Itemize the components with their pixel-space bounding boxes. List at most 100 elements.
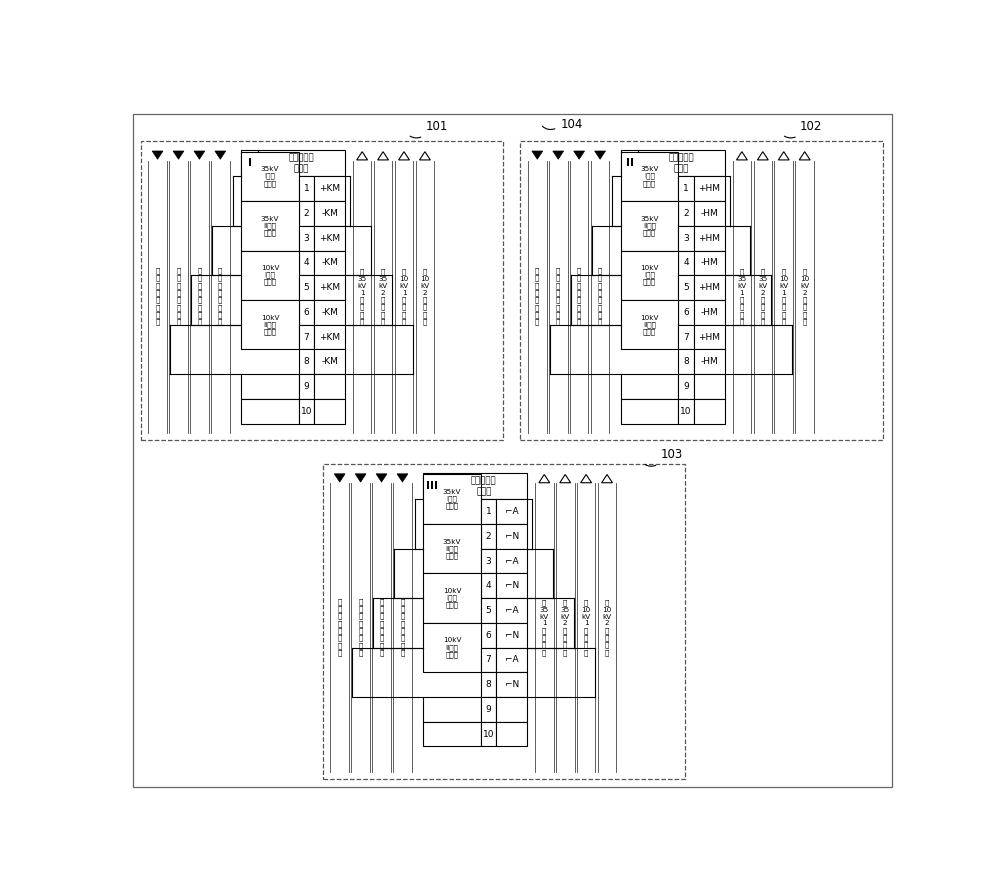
Bar (423, 475, 481, 524)
Bar (496, 599, 527, 623)
Text: 102: 102 (800, 120, 822, 133)
Text: 至
新
交
直
流
馈
线
柜: 至 新 交 直 流 馈 线 柜 (176, 268, 181, 326)
Text: 至
新
交
直
流
馈
线
柜: 至 新 交 直 流 馈 线 柜 (556, 268, 560, 326)
Bar (423, 524, 481, 574)
Text: +HM: +HM (698, 185, 720, 194)
Polygon shape (602, 475, 612, 483)
Text: 4: 4 (304, 259, 309, 268)
Bar (314, 251, 345, 276)
Text: 10kV
I段加
热电源: 10kV I段加 热电源 (443, 588, 461, 608)
Text: 7: 7 (303, 333, 309, 342)
Text: -HM: -HM (700, 358, 718, 367)
Text: 6: 6 (683, 308, 689, 317)
Bar (440, 473, 527, 500)
Text: +HM: +HM (698, 234, 720, 243)
Text: 10kV
I段储
能电源: 10kV I段储 能电源 (640, 265, 659, 285)
Bar (241, 151, 258, 177)
Polygon shape (397, 474, 408, 482)
Text: II: II (626, 159, 634, 169)
Bar (481, 574, 496, 599)
Text: 1: 1 (303, 185, 309, 194)
Text: 4: 4 (683, 259, 689, 268)
Bar (496, 524, 527, 549)
Bar (621, 201, 678, 251)
Text: 至
新
交
直
流
馈
线
柜: 至 新 交 直 流 馈 线 柜 (535, 268, 539, 326)
Bar (299, 375, 314, 399)
Bar (621, 251, 678, 300)
Text: 至
新
交
直
流
馈
线
柜: 至 新 交 直 流 馈 线 柜 (379, 598, 384, 656)
Text: -HM: -HM (700, 308, 718, 317)
Bar (241, 399, 299, 424)
Bar (299, 276, 314, 300)
Text: 至
新
交
直
流
馈
线
柜: 至 新 交 直 流 馈 线 柜 (358, 598, 363, 656)
Bar (299, 177, 314, 201)
Bar (678, 226, 694, 251)
Bar (496, 500, 527, 524)
Text: 10: 10 (301, 407, 312, 416)
Polygon shape (799, 152, 810, 160)
Bar (496, 549, 527, 574)
Text: -KM: -KM (321, 358, 338, 367)
Bar (299, 226, 314, 251)
Bar (694, 300, 725, 325)
Text: ⌐N: ⌐N (505, 532, 519, 541)
Text: 9: 9 (486, 705, 491, 714)
Text: 至
10
kV
2
号
进
线
柜: 至 10 kV 2 号 进 线 柜 (420, 268, 430, 325)
Bar (621, 300, 678, 350)
Bar (678, 375, 694, 399)
Text: 1: 1 (486, 507, 491, 516)
Text: 至
35
kV
1
号
进
线
柜: 至 35 kV 1 号 进 线 柜 (737, 268, 747, 325)
Bar (423, 697, 481, 722)
Bar (496, 574, 527, 599)
Polygon shape (532, 151, 543, 160)
Polygon shape (376, 474, 387, 482)
Bar (241, 152, 299, 201)
Text: 至
10
kV
1
号
进
线
柜: 至 10 kV 1 号 进 线 柜 (399, 268, 409, 325)
Text: -HM: -HM (700, 209, 718, 218)
Text: ⌐A: ⌐A (505, 606, 519, 615)
Bar (241, 251, 299, 300)
Text: +KM: +KM (319, 283, 340, 293)
Bar (314, 300, 345, 325)
Text: 至
10
kV
1
号
进
线
柜: 至 10 kV 1 号 进 线 柜 (582, 599, 591, 656)
Polygon shape (560, 475, 571, 483)
Text: 至
新
交
直
流
馈
线
柜: 至 新 交 直 流 馈 线 柜 (155, 268, 160, 326)
Text: 10kV
I段控
制电源: 10kV I段控 制电源 (261, 265, 279, 285)
Bar (694, 399, 725, 424)
Bar (241, 375, 299, 399)
Polygon shape (539, 475, 550, 483)
Bar (678, 300, 694, 325)
Polygon shape (173, 151, 184, 160)
Bar (299, 251, 314, 276)
Bar (694, 350, 725, 375)
Text: 至
10
kV
2
号
进
线
柜: 至 10 kV 2 号 进 线 柜 (800, 268, 809, 325)
Text: 3: 3 (683, 234, 689, 243)
Text: 控制总电源
转接排: 控制总电源 转接排 (289, 153, 315, 173)
Bar (678, 201, 694, 226)
Bar (481, 500, 496, 524)
Text: 至
35
kV
2
号
进
线
柜: 至 35 kV 2 号 进 线 柜 (378, 268, 388, 325)
Bar (678, 399, 694, 424)
Text: 8: 8 (683, 358, 689, 367)
Text: 5: 5 (303, 283, 309, 293)
Polygon shape (553, 151, 564, 160)
Text: 5: 5 (486, 606, 491, 615)
Bar (481, 549, 496, 574)
Bar (678, 350, 694, 375)
Bar (314, 375, 345, 399)
Bar (638, 151, 725, 177)
Bar (299, 300, 314, 325)
Bar (314, 350, 345, 375)
Bar (423, 473, 440, 500)
Bar (314, 201, 345, 226)
Polygon shape (420, 152, 430, 160)
Bar (299, 325, 314, 350)
Text: 2: 2 (486, 532, 491, 541)
Text: 至
10
kV
1
号
进
线
柜: 至 10 kV 1 号 进 线 柜 (779, 268, 788, 325)
Text: -KM: -KM (321, 308, 338, 317)
Text: 加热总电源
转接排: 加热总电源 转接排 (471, 476, 497, 496)
Text: 6: 6 (486, 631, 491, 640)
Bar (481, 673, 496, 697)
Text: ⌐N: ⌐N (505, 631, 519, 640)
Bar (481, 697, 496, 722)
